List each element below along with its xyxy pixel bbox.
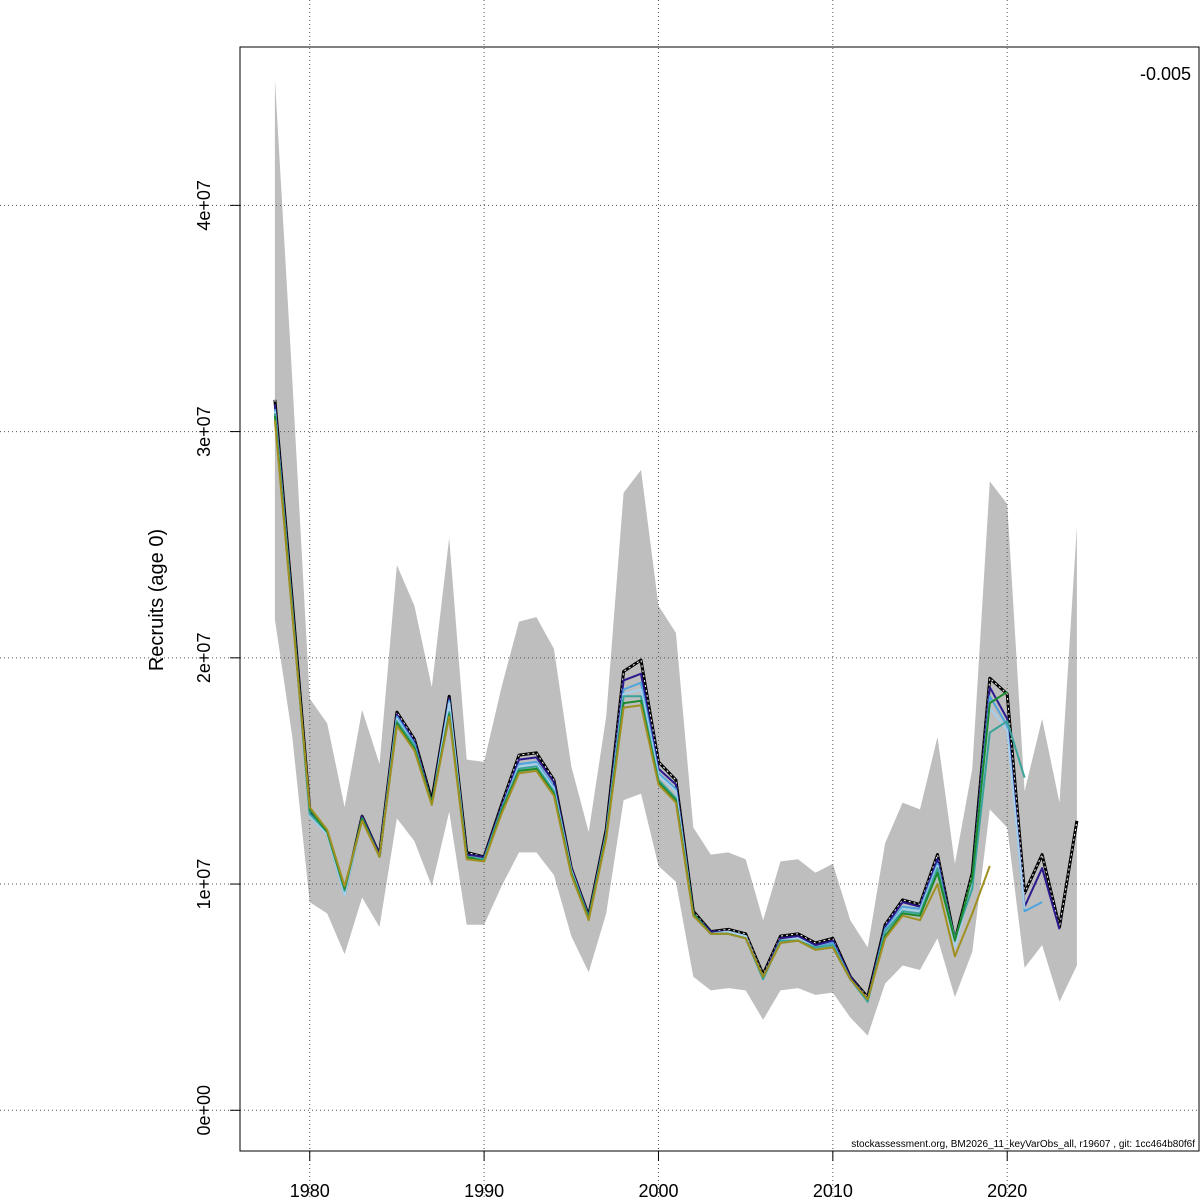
y-tick-label: 4e+07 [194, 180, 214, 231]
series-line-2 [273, 404, 1061, 1001]
y-tick-label: 3e+07 [194, 406, 214, 457]
y-tick-label: 2e+07 [194, 633, 214, 684]
footer-credit: stockassessment.org, BM2026_11_keyVarObs… [851, 1139, 1195, 1150]
series-line-6 [273, 415, 1008, 1001]
confidence-band [274, 78, 1077, 1036]
series-line-4 [273, 411, 1026, 1003]
x-tick-label: 1990 [464, 1181, 504, 1200]
value-annotation: -0.005 [1140, 64, 1191, 84]
x-axis: 1980 1990 2000 2010 2020 [290, 1151, 1027, 1200]
x-tick-label: 1980 [290, 1181, 330, 1200]
series-line-7 [273, 420, 991, 1001]
y-tick-label: 1e+07 [194, 859, 214, 910]
x-tick-label: 2000 [638, 1181, 678, 1200]
y-axis: 0e+00 1e+07 2e+07 3e+07 4e+07 [194, 180, 240, 1136]
x-tick-label: 2020 [987, 1181, 1027, 1200]
series-lines [273, 399, 1079, 1003]
x-tick-label: 2010 [813, 1181, 853, 1200]
y-axis-label: Recruits (age 0) [146, 529, 168, 671]
confidence-band-area [274, 78, 1077, 1036]
plot-frame [239, 46, 1200, 1152]
y-tick-label: 0e+00 [194, 1085, 214, 1136]
